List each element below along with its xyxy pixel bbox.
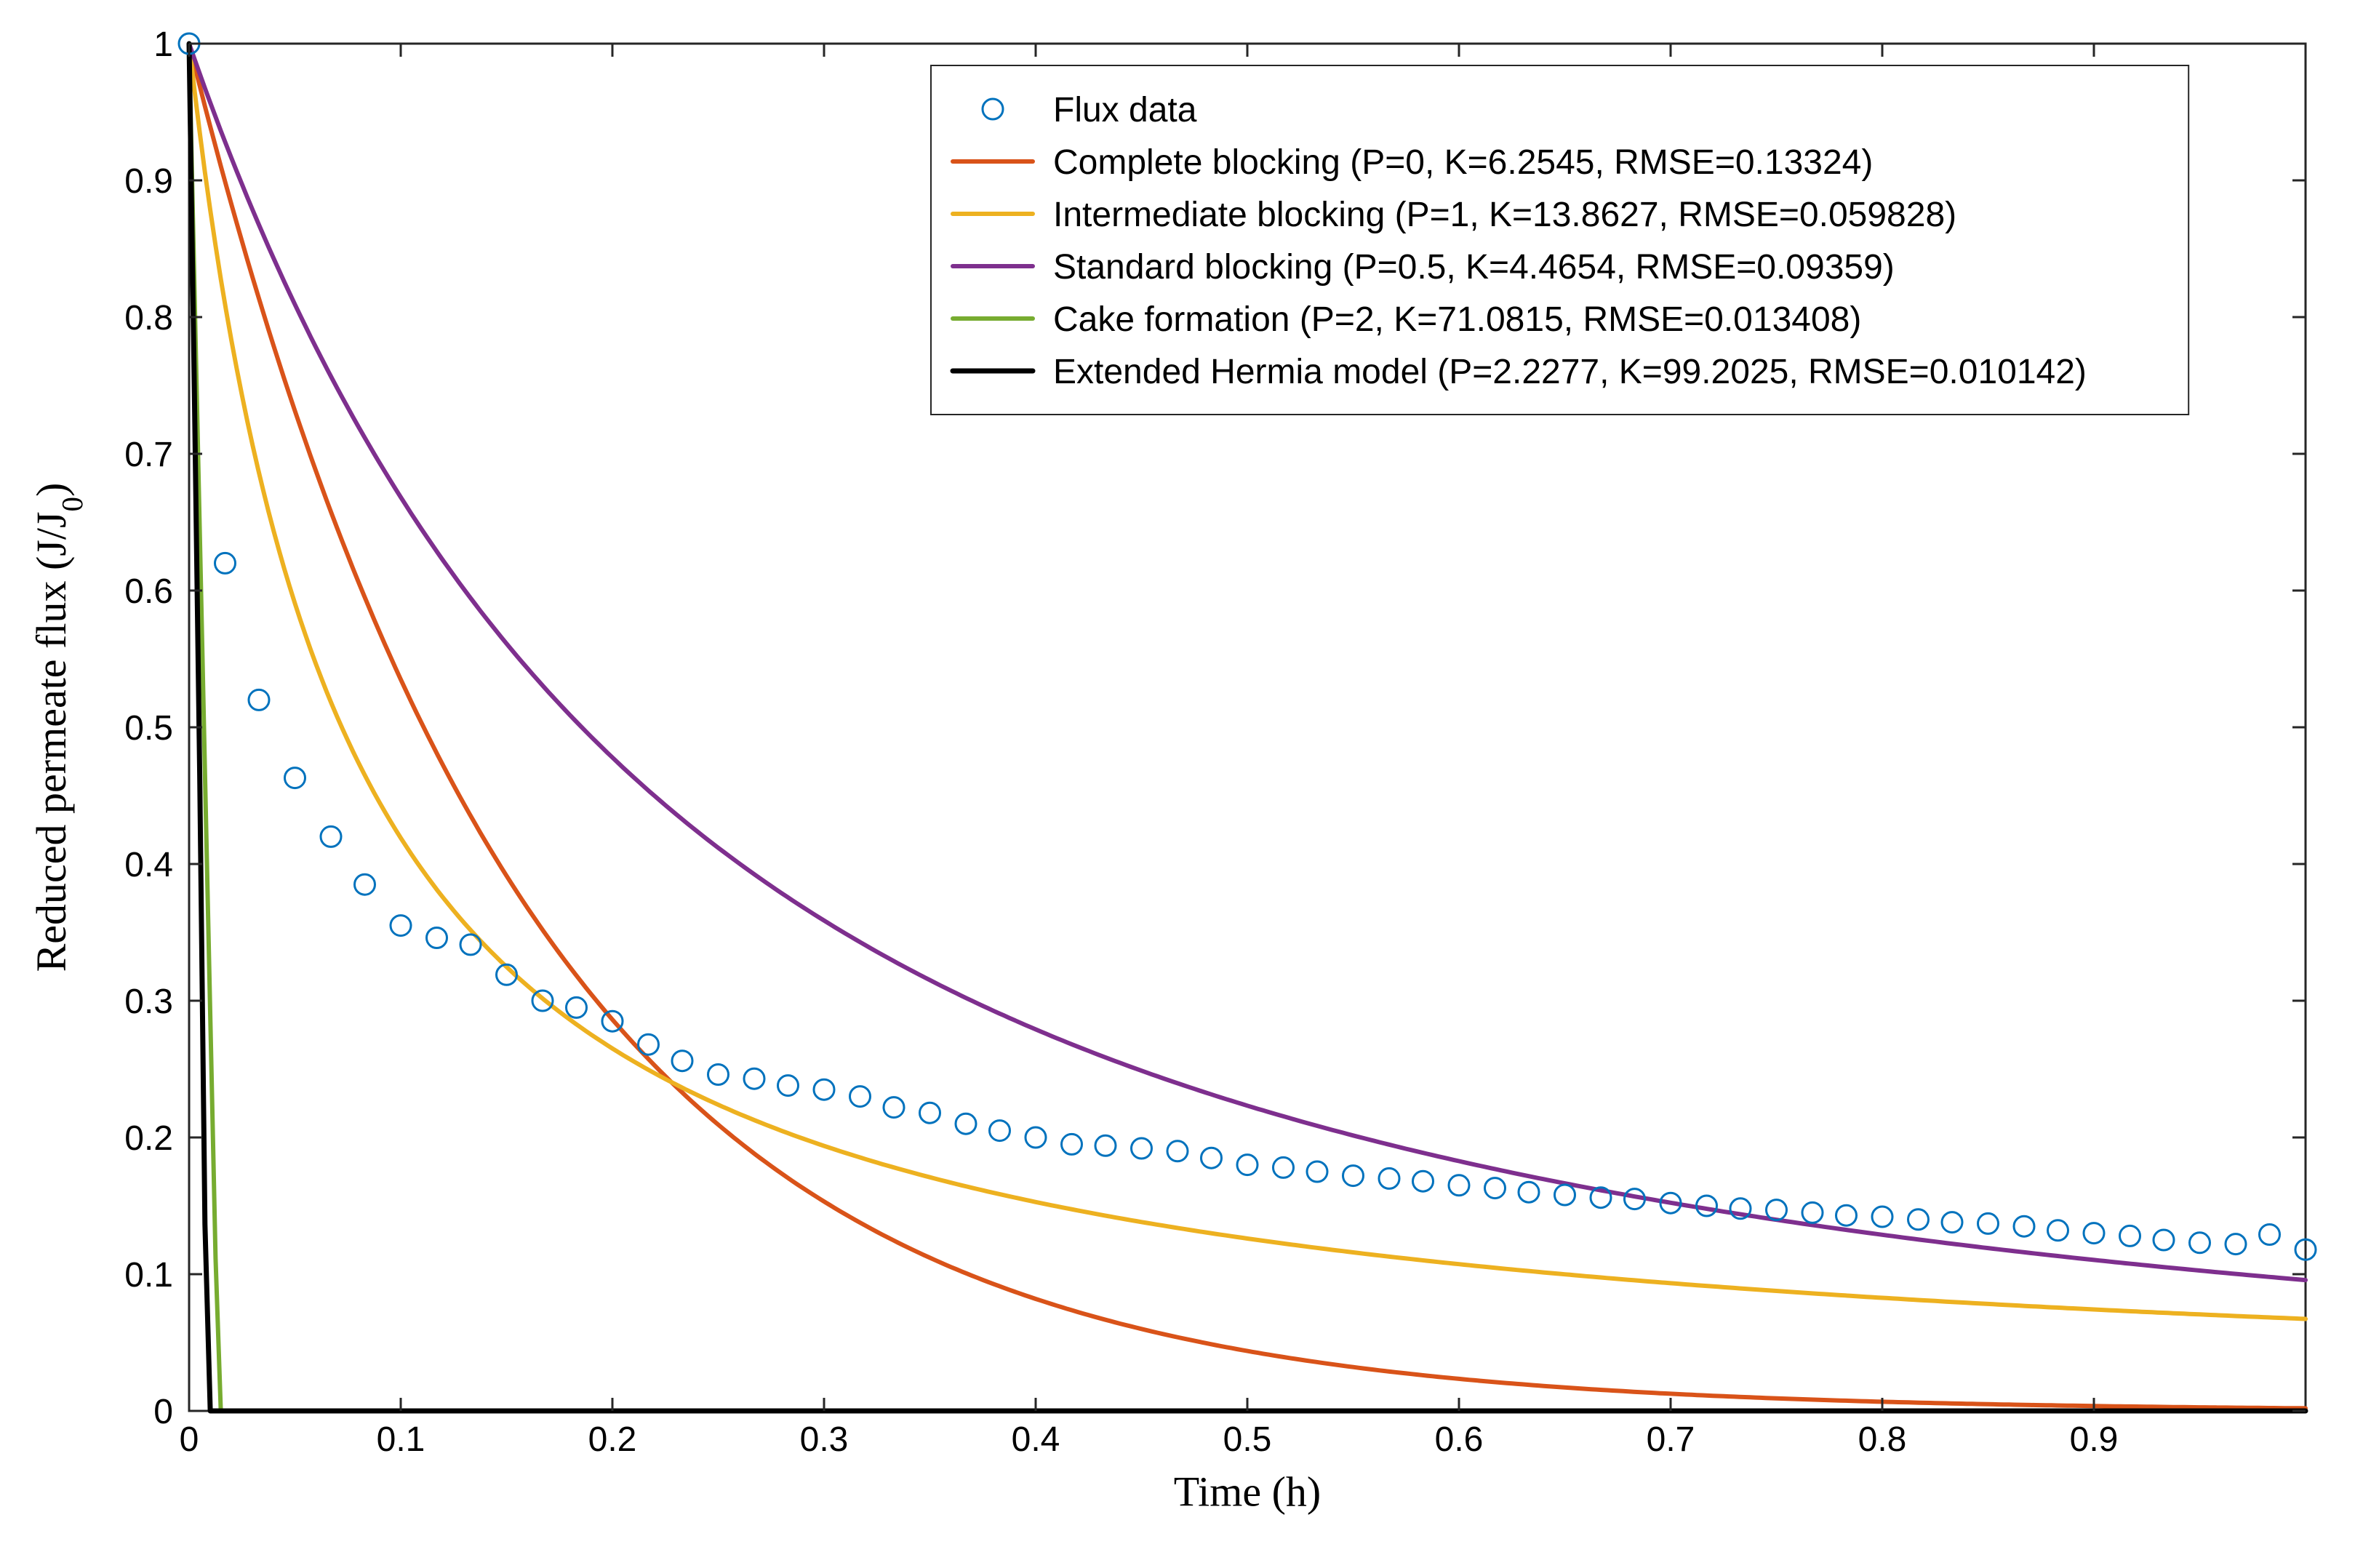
legend-label: Extended Hermia model (P=2.2277, K=99.20…	[1053, 353, 2087, 391]
chart-container: 0 0.1 0.2 0.3 0.4 0.5 0.6 0.7 0.8 0.9 0 0.1 0.2 0.3 0.…	[0, 0, 2355, 1568]
y-tick-label: 0.7	[124, 436, 173, 474]
y-tick-label: 0.8	[124, 299, 173, 337]
y-tick-label: 0.1	[124, 1256, 173, 1295]
x-tick-label: 0.1	[377, 1420, 425, 1459]
y-tick-label: 0.4	[124, 846, 173, 884]
flux-chart: 0 0.1 0.2 0.3 0.4 0.5 0.6 0.7 0.8 0.9 0 0.1 0.2 0.3 0.…	[0, 0, 2355, 1568]
y-tick-label: 0.2	[124, 1119, 173, 1158]
x-tick-label: 0.5	[1223, 1420, 1272, 1459]
x-tick-label: 0.9	[2070, 1420, 2119, 1459]
legend-label: Flux data	[1053, 91, 1197, 129]
x-tick-label: 0.3	[800, 1420, 849, 1459]
legend: Flux data Complete blocking (P=0, K=6.254…	[931, 65, 2188, 415]
x-tick-label: 0	[180, 1420, 199, 1459]
y-tick-label: 1	[153, 25, 173, 64]
x-tick-label: 0.2	[588, 1420, 637, 1459]
legend-label: Standard blocking (P=0.5, K=4.4654, RMSE…	[1053, 248, 1895, 287]
x-tick-label: 0.7	[1647, 1420, 1695, 1459]
legend-label: Complete blocking (P=0, K=6.2545, RMSE=0…	[1053, 143, 1873, 182]
y-tick-label: 0.9	[124, 162, 173, 201]
y-tick-label: 0.3	[124, 983, 173, 1021]
legend-label: Cake formation (P=2, K=71.0815, RMSE=0.0…	[1053, 300, 1861, 339]
x-tick-label: 0.8	[1858, 1420, 1907, 1459]
x-axis-label: Time (h)	[1174, 1468, 1322, 1516]
y-tick-label: 0	[153, 1393, 173, 1431]
x-tick-label: 0.4	[1012, 1420, 1060, 1459]
y-tick-label: 0.5	[124, 709, 173, 748]
legend-label: Intermediate blocking (P=1, K=13.8627, R…	[1053, 196, 1956, 234]
x-tick-label: 0.6	[1435, 1420, 1484, 1459]
y-tick-label: 0.6	[124, 572, 173, 611]
